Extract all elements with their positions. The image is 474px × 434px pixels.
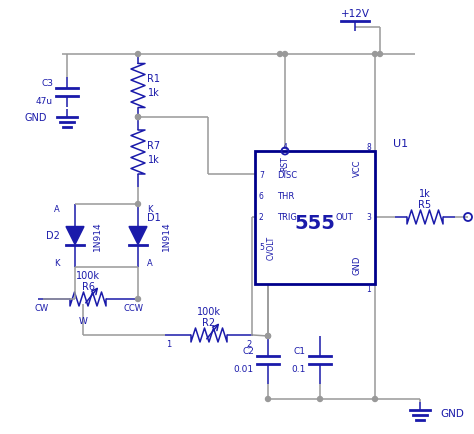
Text: 1k: 1k bbox=[148, 88, 160, 98]
Text: A: A bbox=[54, 205, 60, 214]
Text: 1N914: 1N914 bbox=[162, 221, 171, 251]
Text: 555: 555 bbox=[294, 214, 336, 233]
Circle shape bbox=[136, 115, 140, 120]
Text: CW: CW bbox=[35, 304, 49, 313]
Text: D2: D2 bbox=[46, 231, 60, 241]
Text: 8: 8 bbox=[366, 142, 371, 151]
Circle shape bbox=[136, 53, 140, 57]
Text: W: W bbox=[79, 317, 87, 326]
Text: 47u: 47u bbox=[36, 97, 53, 106]
Text: 2: 2 bbox=[259, 213, 264, 222]
Text: TRIG: TRIG bbox=[277, 213, 297, 222]
Text: 100k: 100k bbox=[197, 306, 221, 316]
Text: GND: GND bbox=[440, 408, 464, 418]
Polygon shape bbox=[129, 227, 147, 245]
Circle shape bbox=[136, 202, 140, 207]
Text: C2: C2 bbox=[242, 347, 254, 356]
Text: 1: 1 bbox=[166, 340, 172, 349]
Text: 7: 7 bbox=[259, 170, 264, 179]
Circle shape bbox=[265, 334, 271, 339]
Text: 1k: 1k bbox=[148, 155, 160, 164]
Text: 5: 5 bbox=[259, 243, 264, 252]
Text: C3: C3 bbox=[41, 79, 53, 88]
Text: 0.1: 0.1 bbox=[292, 365, 306, 374]
Circle shape bbox=[136, 297, 140, 302]
Text: R2: R2 bbox=[202, 317, 216, 327]
Circle shape bbox=[377, 53, 383, 57]
Text: U1: U1 bbox=[393, 139, 408, 149]
Text: C1: C1 bbox=[294, 347, 306, 356]
Text: D1: D1 bbox=[147, 213, 161, 223]
Text: GND: GND bbox=[353, 255, 362, 274]
Text: 6: 6 bbox=[259, 192, 264, 201]
Text: RST: RST bbox=[281, 156, 290, 171]
Text: 100k: 100k bbox=[76, 270, 100, 280]
Text: A: A bbox=[147, 258, 153, 267]
Text: 2: 2 bbox=[246, 340, 252, 349]
Text: 1: 1 bbox=[366, 285, 371, 294]
Text: VCC: VCC bbox=[353, 159, 362, 176]
Text: 0.01: 0.01 bbox=[234, 365, 254, 374]
Text: R1: R1 bbox=[147, 74, 161, 84]
Text: K: K bbox=[54, 258, 60, 267]
Text: DISC: DISC bbox=[277, 170, 297, 179]
Circle shape bbox=[277, 53, 283, 57]
Circle shape bbox=[136, 115, 140, 120]
Circle shape bbox=[373, 53, 377, 57]
Text: R7: R7 bbox=[147, 141, 161, 151]
Text: CCW: CCW bbox=[124, 304, 144, 313]
Text: OUT: OUT bbox=[335, 213, 353, 222]
Text: R5: R5 bbox=[419, 200, 431, 210]
Circle shape bbox=[318, 397, 322, 401]
Text: +12V: +12V bbox=[340, 9, 370, 19]
Text: 1k: 1k bbox=[419, 188, 431, 198]
Text: R6: R6 bbox=[82, 281, 94, 291]
Text: CVOLT: CVOLT bbox=[266, 235, 275, 260]
Text: GND: GND bbox=[25, 113, 47, 123]
Text: 1N914: 1N914 bbox=[92, 221, 101, 251]
Text: 4: 4 bbox=[283, 142, 287, 151]
Polygon shape bbox=[66, 227, 84, 245]
Circle shape bbox=[265, 397, 271, 401]
Text: THR: THR bbox=[277, 192, 294, 201]
Text: K: K bbox=[147, 205, 153, 214]
Circle shape bbox=[373, 397, 377, 401]
Circle shape bbox=[265, 334, 271, 339]
Text: 3: 3 bbox=[366, 213, 371, 222]
Circle shape bbox=[283, 53, 288, 57]
Bar bbox=[255, 151, 375, 284]
